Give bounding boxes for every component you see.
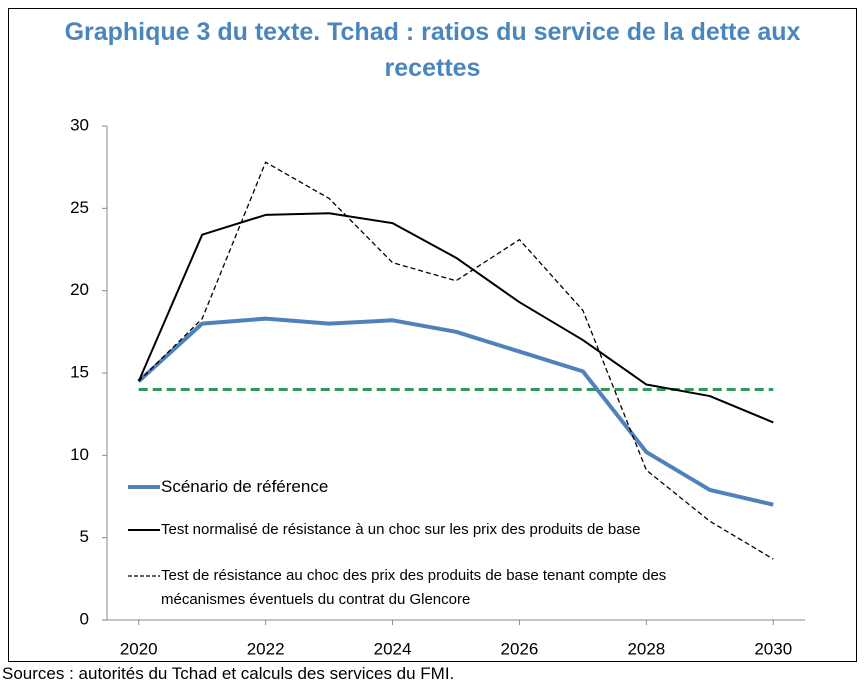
series-line: [137, 316, 774, 507]
x-tick-label: 2028: [627, 639, 665, 658]
y-tick-label: 25: [70, 198, 89, 217]
y-tick-label: 15: [70, 362, 89, 381]
x-tick-label: 2022: [247, 639, 285, 658]
x-tick-label: 2024: [374, 639, 412, 658]
y-tick-label: 0: [80, 609, 89, 628]
y-tick-label: 20: [70, 280, 89, 299]
legend-label: Test de résistance au choc des prix des …: [161, 567, 667, 608]
y-tick-label: 10: [70, 445, 89, 464]
series-line: [137, 212, 774, 424]
x-tick-label: 2030: [754, 639, 792, 658]
frame: [8, 8, 857, 662]
chart-title: Graphique 3 du texte. Tchad : ratios du …: [64, 18, 801, 82]
y-tick-label: 5: [80, 527, 89, 546]
legend-label: Scénario de référence: [161, 477, 329, 496]
y-tick-label: 30: [70, 115, 89, 134]
x-tick-label: 2020: [120, 639, 158, 658]
series-line: [138, 161, 774, 560]
legend-label: Test normalisé de résistance à un choc s…: [161, 521, 641, 538]
x-tick-label: 2026: [501, 639, 539, 658]
source-note: Sources : autorités du Tchad et calculs …: [2, 664, 455, 683]
